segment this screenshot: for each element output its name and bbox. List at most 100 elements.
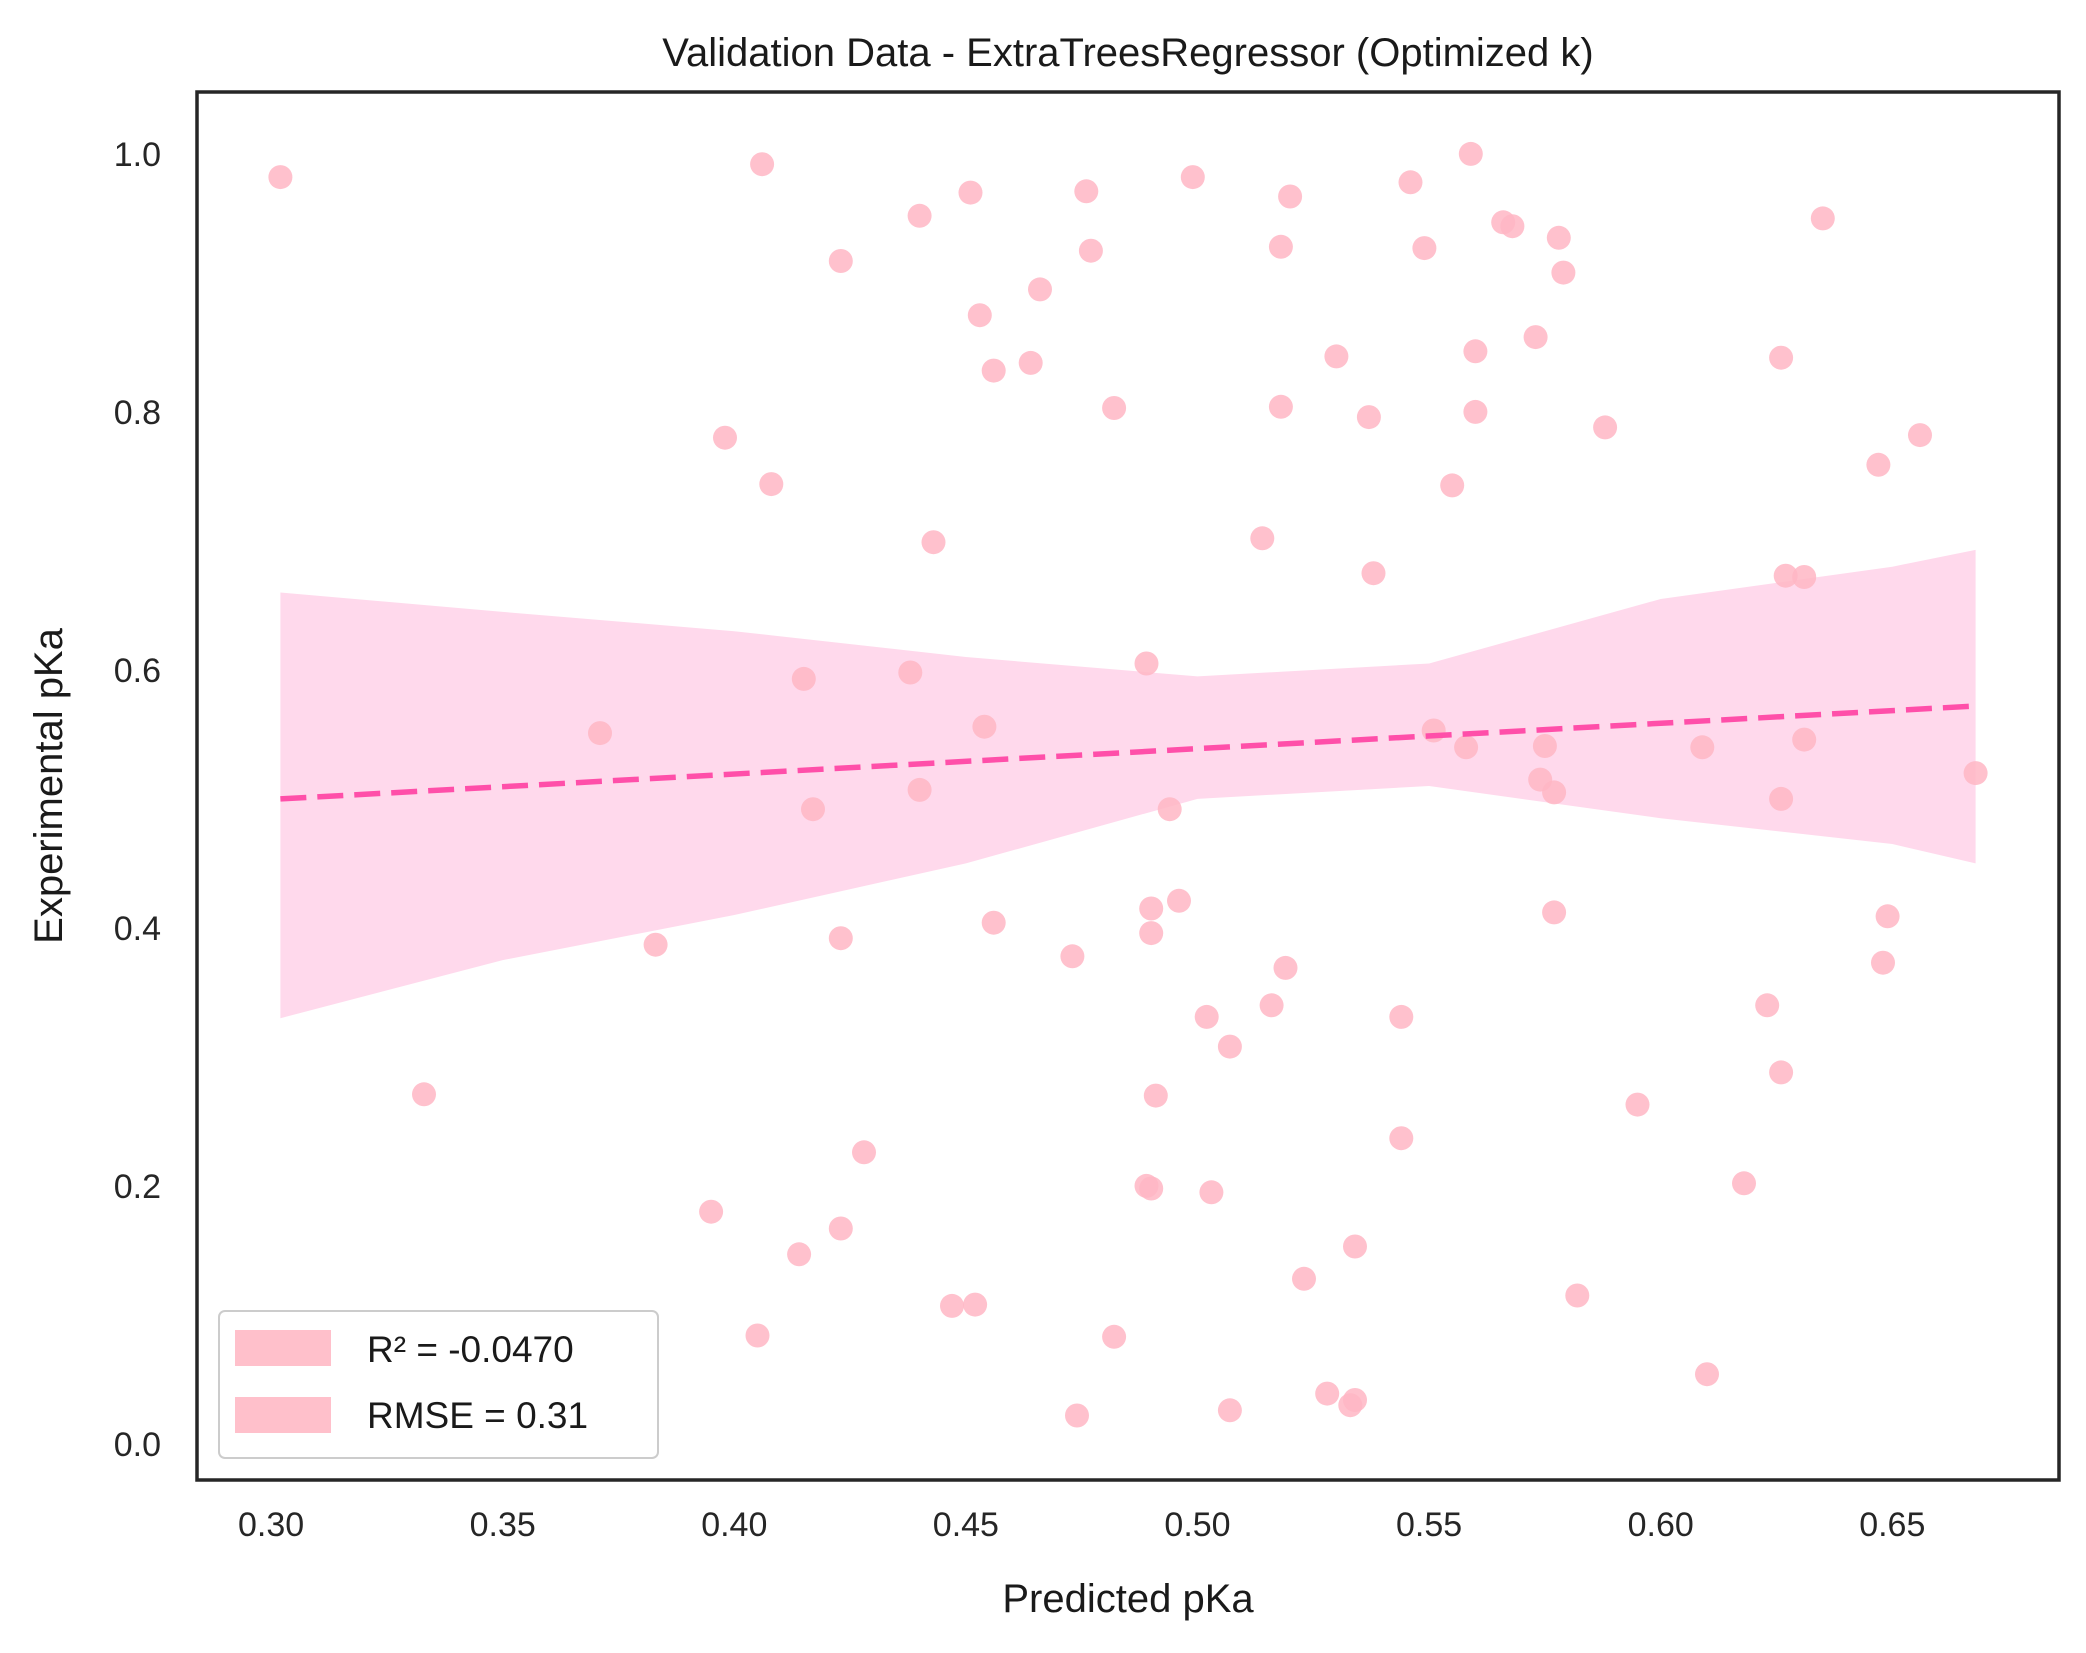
data-point bbox=[268, 165, 293, 190]
data-point bbox=[1278, 184, 1303, 209]
data-point bbox=[1356, 405, 1381, 430]
x-tick-label: 0.65 bbox=[1859, 1506, 1925, 1544]
data-point bbox=[750, 152, 775, 177]
data-point bbox=[958, 180, 983, 205]
data-point bbox=[1769, 786, 1794, 811]
data-point bbox=[1199, 1180, 1224, 1205]
data-point bbox=[907, 777, 932, 802]
data-point bbox=[643, 932, 668, 957]
data-point bbox=[801, 797, 825, 822]
data-point bbox=[1421, 718, 1446, 743]
data-point bbox=[1065, 1403, 1089, 1428]
data-point bbox=[1625, 1092, 1650, 1117]
data-point bbox=[1695, 1362, 1719, 1387]
data-point bbox=[1769, 1060, 1794, 1085]
data-point bbox=[1324, 344, 1349, 369]
data-point bbox=[1532, 734, 1557, 758]
x-tick-label: 0.30 bbox=[238, 1506, 304, 1544]
data-point bbox=[1542, 900, 1567, 925]
data-point bbox=[828, 249, 853, 273]
data-points bbox=[268, 141, 1988, 1428]
data-point bbox=[1792, 565, 1817, 589]
data-point bbox=[940, 1293, 964, 1318]
data-point bbox=[1157, 797, 1182, 822]
data-point bbox=[828, 1216, 853, 1241]
x-tick-label: 0.45 bbox=[933, 1506, 999, 1544]
data-point bbox=[1273, 955, 1298, 980]
chart-title: Validation Data - ExtraTreesRegressor (O… bbox=[662, 31, 1593, 75]
y-tick-label: 0.0 bbox=[114, 1426, 161, 1464]
data-point bbox=[1454, 735, 1479, 760]
y-tick-label: 0.6 bbox=[114, 652, 161, 690]
legend-patch-r2 bbox=[235, 1330, 331, 1366]
legend-patch-rmse bbox=[235, 1397, 331, 1433]
data-point bbox=[907, 203, 932, 228]
data-point bbox=[412, 1082, 436, 1107]
confidence-band bbox=[280, 549, 1976, 1019]
data-point bbox=[1866, 452, 1891, 477]
data-point bbox=[1343, 1234, 1367, 1259]
data-point bbox=[1769, 345, 1794, 370]
data-point bbox=[852, 1140, 876, 1165]
data-point bbox=[1875, 904, 1900, 929]
x-tick-label: 0.35 bbox=[470, 1506, 536, 1544]
data-point bbox=[1315, 1381, 1340, 1406]
data-point bbox=[1060, 944, 1085, 969]
y-axis-ticks: 0.0 0.2 0.4 0.6 0.8 1.0 bbox=[114, 136, 161, 1464]
data-point bbox=[1398, 170, 1423, 195]
x-tick-label: 0.40 bbox=[701, 1506, 767, 1544]
data-point bbox=[967, 303, 992, 328]
data-point bbox=[745, 1323, 770, 1348]
data-point bbox=[1361, 561, 1386, 586]
data-point bbox=[1143, 1083, 1168, 1108]
data-point bbox=[1773, 563, 1798, 588]
y-tick-label: 0.2 bbox=[114, 1168, 161, 1206]
data-point bbox=[1074, 179, 1099, 204]
data-point bbox=[1338, 1393, 1363, 1418]
data-point bbox=[1440, 473, 1465, 498]
data-point bbox=[1412, 236, 1437, 261]
data-point bbox=[963, 1292, 988, 1317]
legend: R² = -0.0470 RMSE = 0.31 bbox=[218, 1310, 659, 1459]
data-point bbox=[1102, 396, 1127, 420]
data-point bbox=[713, 425, 737, 450]
y-tick-label: 0.8 bbox=[114, 394, 161, 432]
x-tick-label: 0.55 bbox=[1396, 1506, 1462, 1544]
data-point bbox=[1018, 350, 1043, 375]
data-point bbox=[1565, 1283, 1590, 1308]
data-point bbox=[1292, 1266, 1316, 1291]
data-point bbox=[699, 1199, 724, 1224]
data-point bbox=[759, 472, 784, 497]
data-point bbox=[1810, 206, 1835, 231]
data-point bbox=[1250, 526, 1275, 551]
data-point bbox=[1593, 415, 1618, 440]
data-point bbox=[787, 1242, 812, 1267]
data-point bbox=[1523, 325, 1548, 350]
fit-line bbox=[280, 703, 1976, 802]
data-point bbox=[1139, 896, 1164, 921]
data-point bbox=[1217, 1398, 1242, 1423]
data-point bbox=[1167, 888, 1191, 913]
data-point bbox=[898, 660, 923, 685]
plot-area bbox=[268, 141, 1988, 1428]
data-point bbox=[1134, 651, 1159, 676]
data-point bbox=[1500, 214, 1525, 239]
data-point bbox=[1180, 165, 1205, 190]
data-point bbox=[1463, 399, 1488, 424]
data-point bbox=[1268, 234, 1293, 259]
data-point bbox=[981, 358, 1006, 383]
data-point bbox=[1389, 1126, 1414, 1151]
data-point bbox=[1755, 993, 1780, 1018]
data-point bbox=[1268, 394, 1293, 419]
data-point bbox=[791, 666, 816, 691]
data-point bbox=[1732, 1171, 1756, 1196]
data-point bbox=[1458, 141, 1483, 166]
data-point bbox=[921, 530, 946, 555]
data-point bbox=[1908, 423, 1932, 448]
data-point bbox=[1139, 921, 1164, 946]
data-point bbox=[1542, 780, 1567, 805]
y-axis-label: Experimental pKa bbox=[27, 627, 71, 943]
data-point bbox=[588, 721, 612, 746]
data-point bbox=[1551, 260, 1576, 285]
